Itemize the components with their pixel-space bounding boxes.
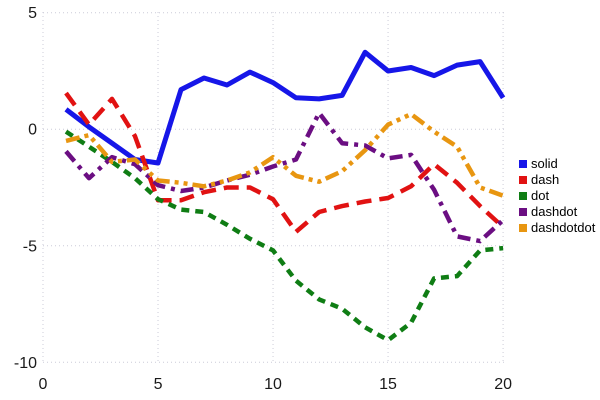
legend-swatch-solid — [519, 160, 527, 168]
legend-item-dash: dash — [519, 172, 595, 188]
x-tick-label: 15 — [379, 376, 397, 393]
legend-label: dash — [531, 172, 560, 187]
series-dashdotdot — [65, 111, 504, 198]
legend-item-dashdotdot: dashdotdot — [519, 220, 595, 236]
y-tick-label: 0 — [28, 122, 37, 139]
y-tick-label: -10 — [14, 355, 37, 372]
legend-item-dot: dot — [519, 188, 595, 204]
series-dash — [64, 91, 505, 235]
x-tick-label: 10 — [264, 376, 282, 393]
legend-label: dashdotdot — [531, 220, 596, 235]
x-tick-label: 0 — [39, 376, 48, 393]
y-tick-label: -5 — [23, 238, 37, 255]
legend-item-dashdot: dashdot — [519, 204, 595, 220]
series-solid — [64, 49, 506, 166]
legend-item-solid: solid — [519, 156, 595, 172]
x-tick-label: 20 — [494, 376, 512, 393]
series-dot — [64, 129, 504, 343]
legend-swatch-dash — [519, 176, 527, 184]
legend-label: dashdot — [531, 204, 578, 219]
x-tick-label: 5 — [154, 376, 163, 393]
series-dashdot — [64, 110, 505, 244]
legend: solid dash dot dashdot dashdotdot — [519, 156, 595, 236]
legend-label: solid — [531, 156, 558, 171]
legend-swatch-dashdot — [519, 208, 527, 216]
legend-swatch-dashdotdot — [519, 224, 527, 232]
legend-swatch-dot — [519, 192, 527, 200]
y-tick-label: 5 — [28, 5, 37, 22]
legend-label: dot — [531, 188, 550, 203]
